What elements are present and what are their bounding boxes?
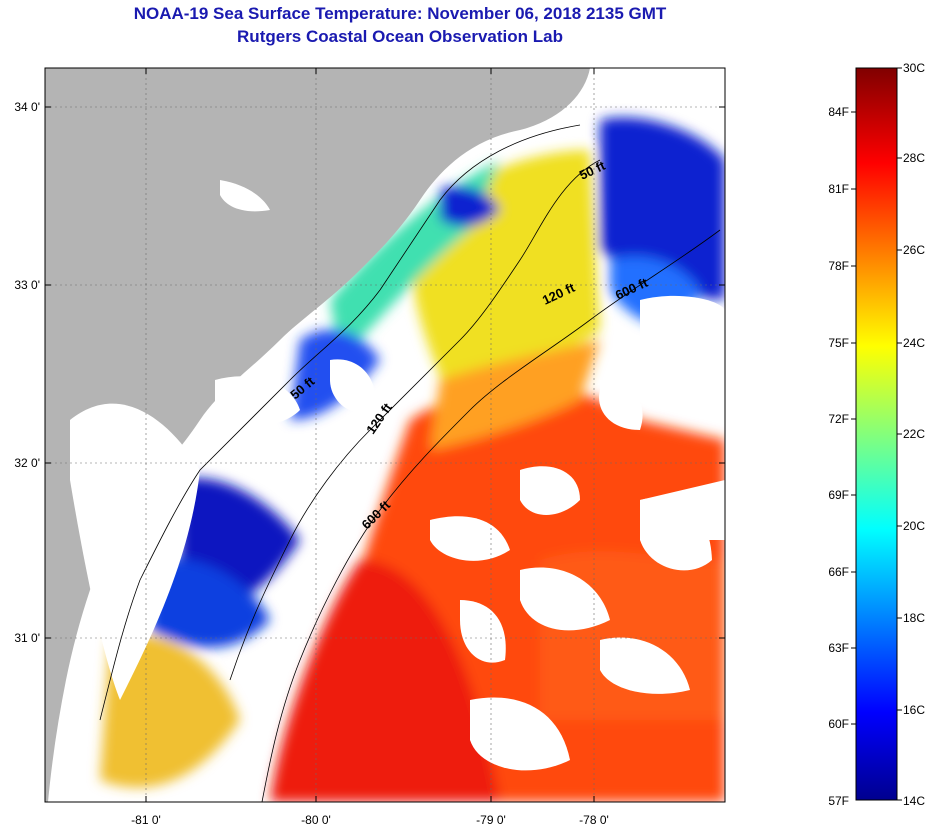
lat-tick-label: 31 0' (14, 631, 40, 645)
bathymetry-contours (99, 124, 721, 802)
axis-ticks (45, 68, 725, 802)
land-region (45, 68, 590, 802)
graticule (45, 68, 725, 802)
contour-line-600ft (261, 229, 721, 802)
lon-tick-label: -79 0' (476, 813, 506, 827)
colorbar-f-label: 81F (828, 182, 849, 196)
map-title: NOAA-19 Sea Surface Temperature: Novembe… (133, 4, 667, 23)
colorbar-f-label: 60F (828, 717, 849, 731)
lat-tick-label: 32 0' (14, 456, 40, 470)
sst-map[interactable]: 50 ft 120 ft 600 ft 50 ft 120 ft 600 ft (45, 68, 725, 802)
colorbar-c-label: 22C (903, 427, 925, 441)
colorbar-f-label: 69F (828, 488, 849, 502)
colorbar-f-label: 66F (828, 565, 849, 579)
contour-line-120ft (229, 159, 601, 681)
cloud-mask (70, 180, 725, 771)
colorbar-c-label: 24C (903, 336, 925, 350)
colorbar-c-label: 16C (903, 703, 925, 717)
colorbar-c-label: 20C (903, 519, 925, 533)
colorbar-f-label: 75F (828, 336, 849, 350)
colorbar-c-label: 26C (903, 243, 925, 257)
lon-tick-label: -80 0' (301, 813, 331, 827)
colorbar-f-label: 84F (828, 105, 849, 119)
colorbar-bar (855, 67, 898, 801)
colorbar-c-label: 30C (903, 61, 925, 75)
colorbar-c-label: 18C (903, 611, 925, 625)
colorbar-f-label: 63F (828, 641, 849, 655)
colorbar-c-label: 14C (903, 794, 925, 808)
colorbar-f-label: 78F (828, 259, 849, 273)
contour-line-50ft (99, 124, 581, 721)
temperature-colorbar: 84F 81F 78F 75F 72F 69F 66F 63F 60F 57F … (828, 61, 925, 808)
lon-tick-label: -78 0' (579, 813, 609, 827)
colorbar-c-label: 28C (903, 151, 925, 165)
lat-tick-label: 34 0' (14, 100, 40, 114)
map-subtitle: Rutgers Coastal Ocean Observation Lab (237, 27, 563, 46)
colorbar-f-label: 72F (828, 412, 849, 426)
sst-field (100, 117, 725, 802)
map-frame (44, 67, 726, 803)
colorbar-f-label: 57F (828, 794, 849, 808)
lat-tick-label: 33 0' (14, 278, 40, 292)
lon-tick-label: -81 0' (131, 813, 161, 827)
